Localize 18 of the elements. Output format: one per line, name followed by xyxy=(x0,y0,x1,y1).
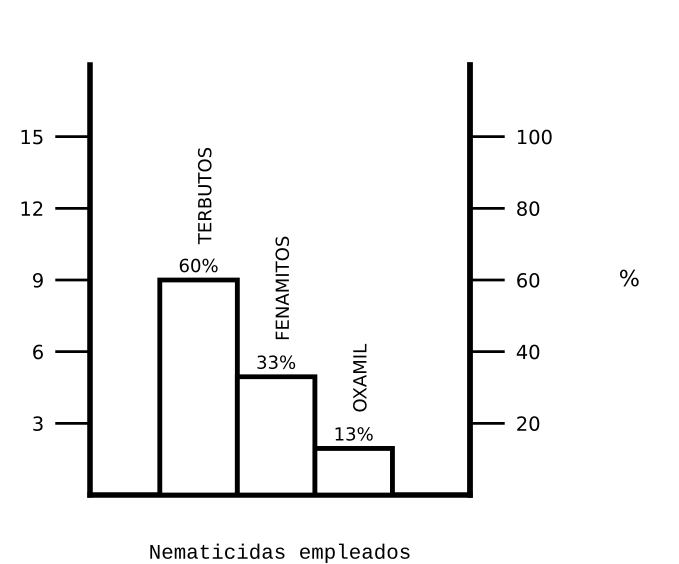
y-tick-label: 12 xyxy=(22,201,42,216)
text: 60% xyxy=(180,258,218,272)
y-tick-label: 15 xyxy=(22,130,42,144)
y2-tick-label: 80 xyxy=(517,201,540,216)
text: 33% xyxy=(257,355,296,370)
y2-tick-label: 20 xyxy=(517,416,540,431)
y-tick-label: 9 xyxy=(33,272,43,288)
x-axis-title: Nematicidas empleados xyxy=(150,544,410,564)
x-tick-label: TERBUTOS xyxy=(198,148,212,244)
x-tick-label: FENAMITOS xyxy=(275,236,290,340)
x-tick-label: OXAMIL xyxy=(353,344,367,412)
text: 13% xyxy=(336,427,373,441)
y2-axis-title: % xyxy=(620,270,639,286)
y-tick-label: 6 xyxy=(33,344,43,360)
y2-tick-label: 60 xyxy=(517,272,540,288)
y-tick-label: 3 xyxy=(33,416,43,431)
y2-tick-label: 40 xyxy=(516,344,540,360)
y2-tick-label: 100 xyxy=(518,130,552,144)
